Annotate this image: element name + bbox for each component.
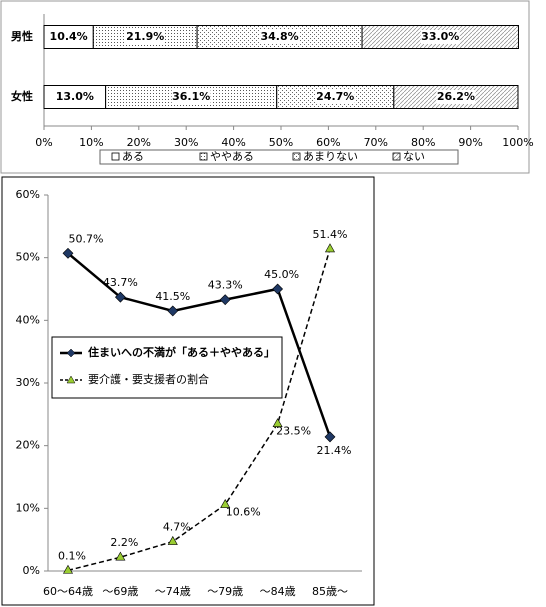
x-tick-label: 40% bbox=[221, 136, 245, 149]
x-tick-label: 〜69歳 bbox=[102, 585, 138, 598]
data-label: 2.2% bbox=[110, 536, 138, 549]
marker bbox=[62, 247, 74, 259]
x-tick-label: 100% bbox=[502, 136, 533, 149]
data-label: 41.5% bbox=[155, 290, 190, 303]
x-tick-label: 0% bbox=[35, 136, 52, 149]
label-bg bbox=[420, 30, 460, 44]
data-label: 10.6% bbox=[226, 506, 261, 519]
marker bbox=[62, 564, 74, 574]
data-label: 4.7% bbox=[163, 521, 191, 534]
label-bg bbox=[171, 90, 211, 104]
data-label: 34.8% bbox=[260, 30, 298, 43]
data-label: 26.2% bbox=[437, 90, 475, 103]
data-label: 24.7% bbox=[316, 90, 354, 103]
x-tick-label: 60〜64歳 bbox=[43, 585, 93, 598]
data-label: 13.0% bbox=[56, 90, 94, 103]
marker bbox=[324, 243, 336, 253]
legend-label: あまりない bbox=[303, 150, 358, 163]
data-label: 51.4% bbox=[313, 228, 348, 241]
legend-box bbox=[51, 336, 283, 399]
legend-swatch bbox=[111, 152, 120, 161]
chart-frame bbox=[0, 0, 530, 174]
data-label: 33.0% bbox=[421, 30, 459, 43]
series-line bbox=[67, 248, 331, 572]
data-label: 0.1% bbox=[58, 549, 86, 562]
marker bbox=[272, 283, 284, 295]
y-tick-label: 30% bbox=[16, 376, 40, 389]
y-tick-label: 50% bbox=[16, 251, 40, 264]
x-tick-label: 30% bbox=[174, 136, 198, 149]
legend-label: ある bbox=[122, 150, 144, 163]
data-label: 21.9% bbox=[126, 30, 164, 43]
legend-swatch bbox=[392, 152, 401, 161]
marker bbox=[115, 551, 126, 561]
marker bbox=[167, 305, 179, 317]
x-tick-label: 〜79歳 bbox=[207, 585, 243, 598]
y-tick-label: 10% bbox=[16, 501, 40, 514]
data-label: 45.0% bbox=[264, 268, 299, 281]
legend-swatch bbox=[292, 152, 301, 161]
legend-label: ない bbox=[403, 150, 425, 163]
label-bg bbox=[315, 90, 355, 104]
x-tick-label: 50% bbox=[269, 136, 293, 149]
x-tick-label: 〜84歳 bbox=[260, 585, 296, 598]
legend-marker bbox=[66, 375, 76, 384]
chart-frame bbox=[1, 176, 375, 606]
series-line bbox=[67, 252, 332, 438]
x-tick-label: 90% bbox=[458, 136, 482, 149]
data-label: 23.5% bbox=[276, 425, 311, 438]
legend-label: ややある bbox=[210, 150, 254, 163]
y-tick-label: 20% bbox=[16, 439, 40, 452]
y-tick-label: 60% bbox=[16, 188, 40, 201]
legend-label: 住まいへの不満が「ある＋ややある」 bbox=[88, 345, 275, 359]
marker bbox=[220, 498, 231, 508]
label-bg bbox=[260, 30, 300, 44]
x-tick-label: 70% bbox=[364, 136, 388, 149]
data-label: 50.7% bbox=[69, 232, 104, 245]
y-tick-label: 男性 bbox=[11, 29, 33, 43]
x-tick-label: 〜74歳 bbox=[155, 585, 191, 598]
y-tick-label: 女性 bbox=[11, 89, 33, 103]
x-tick-label: 20% bbox=[127, 136, 151, 149]
y-tick-label: 40% bbox=[16, 313, 40, 326]
label-bg bbox=[49, 30, 89, 44]
data-label: 21.4% bbox=[317, 444, 352, 457]
legend-box bbox=[99, 149, 459, 165]
label-bg bbox=[125, 30, 165, 44]
x-tick-label: 80% bbox=[411, 136, 435, 149]
data-label: 10.4% bbox=[50, 30, 88, 43]
legend-marker bbox=[66, 348, 76, 358]
y-tick-label: 0% bbox=[23, 564, 40, 577]
data-label: 43.3% bbox=[208, 279, 243, 292]
marker bbox=[167, 535, 178, 545]
x-tick-label: 60% bbox=[316, 136, 340, 149]
legend-label: 要介護・要支援者の割合 bbox=[88, 372, 209, 386]
marker bbox=[324, 431, 336, 443]
label-bg bbox=[436, 90, 476, 104]
marker bbox=[219, 294, 231, 306]
x-tick-label: 10% bbox=[79, 136, 103, 149]
x-tick-label: 85歳〜 bbox=[312, 585, 348, 598]
legend-swatch bbox=[199, 152, 208, 161]
label-bg bbox=[55, 90, 95, 104]
marker bbox=[114, 291, 126, 303]
data-label: 36.1% bbox=[172, 90, 210, 103]
marker bbox=[272, 418, 283, 428]
data-label: 43.7% bbox=[103, 276, 138, 289]
